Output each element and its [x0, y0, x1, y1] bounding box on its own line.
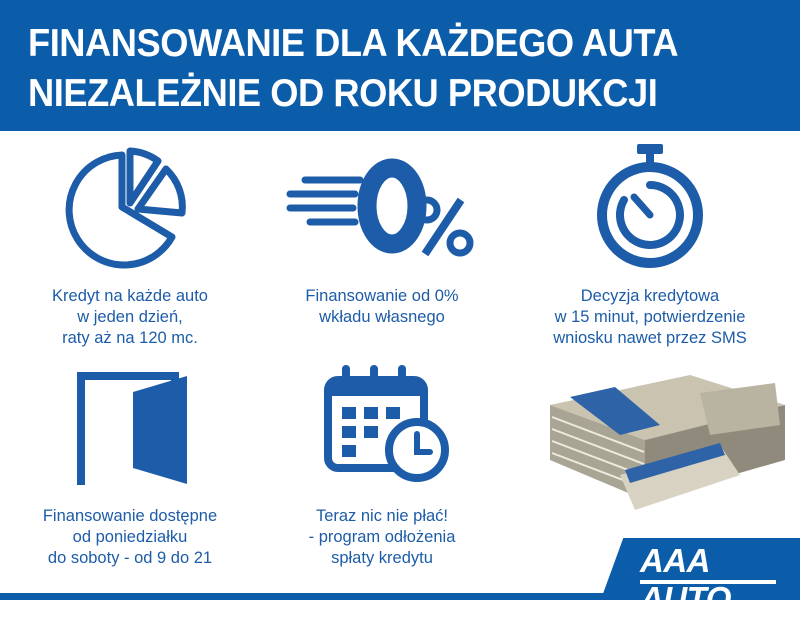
headline-line-1: FINANSOWANIE DLA KAŻDEGO AUTA — [28, 22, 679, 65]
feature-zero-down: Finansowanie od 0% wkładu własnego — [252, 286, 512, 328]
feature-hours: Finansowanie dostępne od poniedziałku do… — [0, 506, 260, 569]
zero-percent-icon — [286, 158, 474, 257]
feature-text: do soboty - od 9 do 21 — [47, 549, 213, 567]
open-door-icon — [77, 372, 187, 485]
header-banner: FINANSOWANIE DLA KAŻDEGO AUTA NIEZALEŻNI… — [0, 0, 800, 131]
feature-text: od poniedziałku — [72, 528, 188, 546]
feature-text: - program odłożenia — [308, 528, 456, 546]
logo-underline — [640, 580, 776, 584]
feature-text: Decyzja kredytowa — [580, 287, 720, 305]
feature-text: Kredyt na każde auto — [52, 287, 208, 305]
headline-line-2: NIEZALEŻNIE OD ROKU PRODUKCJI — [28, 72, 658, 115]
feature-text: Teraz nic nie płać! — [315, 507, 449, 525]
feature-text: wkładu własnego — [319, 308, 445, 326]
feature-text: w jeden dzień, — [77, 308, 183, 326]
feature-text: raty aż na 120 mc. — [62, 329, 198, 347]
bottom-strip — [0, 593, 800, 600]
feature-deferral: Teraz nic nie płać! - program odłożenia … — [252, 506, 512, 569]
pie-chart-icon — [65, 147, 186, 269]
feature-text: spłaty kredytu — [331, 549, 433, 567]
calendar-clock-icon — [324, 365, 449, 482]
feature-credit: Kredyt na każde auto w jeden dzień, raty… — [0, 286, 260, 349]
feature-text: Finansowanie dostępne — [42, 507, 218, 525]
feature-text: wniosku nawet przez SMS — [553, 329, 747, 347]
feature-decision: Decyzja kredytowa w 15 minut, potwierdze… — [520, 286, 780, 349]
banknote-stack-image — [550, 375, 785, 510]
feature-text: Finansowanie od 0% — [305, 287, 459, 305]
stopwatch-icon — [597, 144, 703, 268]
feature-text: w 15 minut, potwierdzenie — [554, 308, 746, 326]
